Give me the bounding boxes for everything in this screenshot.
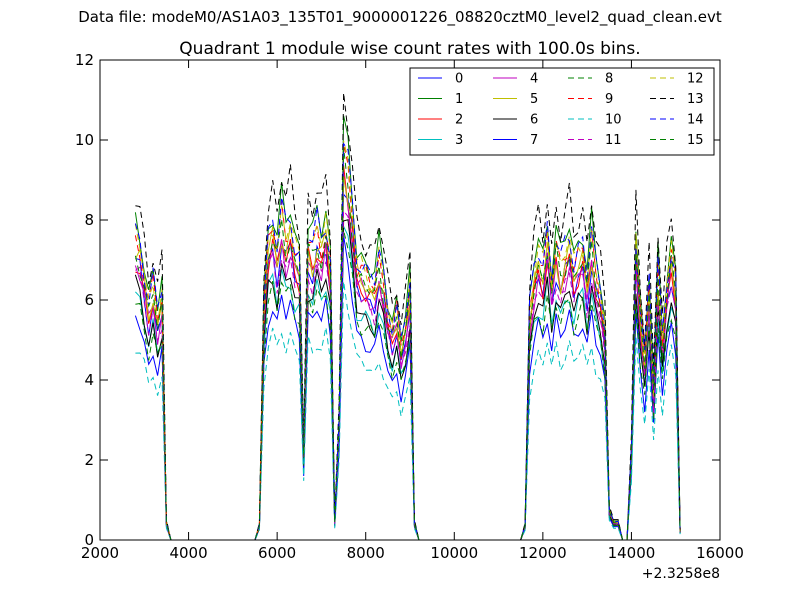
- legend-label-7: 7: [530, 133, 538, 148]
- legend-label-15: 15: [687, 133, 704, 148]
- legend-label-0: 0: [455, 72, 463, 87]
- y-tick-label: 8: [84, 211, 94, 229]
- legend-label-12: 12: [687, 72, 704, 87]
- x-tick-label: 16000: [696, 544, 744, 562]
- legend-label-3: 3: [455, 133, 463, 148]
- legend-label-6: 6: [530, 113, 538, 128]
- x-tick-label: 14000: [608, 544, 656, 562]
- x-tick-label: 4000: [169, 544, 207, 562]
- x-axis: 2000 4000 6000 8000 10000 12000 14000 16000: [81, 60, 744, 562]
- legend-label-10: 10: [605, 113, 622, 128]
- x-tick-label: 10000: [430, 544, 478, 562]
- series-line-15: [134, 147, 681, 541]
- y-tick-label: 0: [84, 531, 94, 549]
- series-line-0: [135, 192, 681, 541]
- legend-label-14: 14: [687, 113, 704, 128]
- x-tick-label: 8000: [347, 544, 385, 562]
- series-line-9: [134, 144, 681, 541]
- y-tick-label: 6: [84, 291, 94, 309]
- y-tick-label: 10: [75, 131, 94, 149]
- legend-label-5: 5: [530, 92, 538, 107]
- legend-label-13: 13: [687, 92, 704, 107]
- series-line-11: [135, 209, 681, 541]
- x-tick-label: 2000: [81, 544, 119, 562]
- x-tick-label: 12000: [519, 544, 567, 562]
- series-layer: [134, 92, 681, 541]
- legend-label-11: 11: [605, 133, 622, 148]
- x-tick-label: 6000: [258, 544, 296, 562]
- x-axis-offset-label: +2.3258e8: [642, 566, 720, 582]
- y-tick-label: 4: [84, 371, 94, 389]
- chart-title: Quadrant 1 module wise count rates with …: [179, 39, 640, 59]
- y-tick-label: 12: [75, 51, 94, 69]
- series-line-12: [134, 140, 681, 541]
- legend-label-2: 2: [455, 113, 463, 128]
- y-tick-label: 2: [84, 451, 94, 469]
- legend-label-9: 9: [605, 92, 613, 107]
- legend-label-1: 1: [455, 92, 463, 107]
- legend-box: [409, 67, 715, 156]
- legend-label-4: 4: [530, 72, 538, 87]
- legend-label-8: 8: [605, 72, 613, 87]
- data-file-suptitle: Data file: modeM0/AS1A03_135T01_90000012…: [78, 8, 722, 26]
